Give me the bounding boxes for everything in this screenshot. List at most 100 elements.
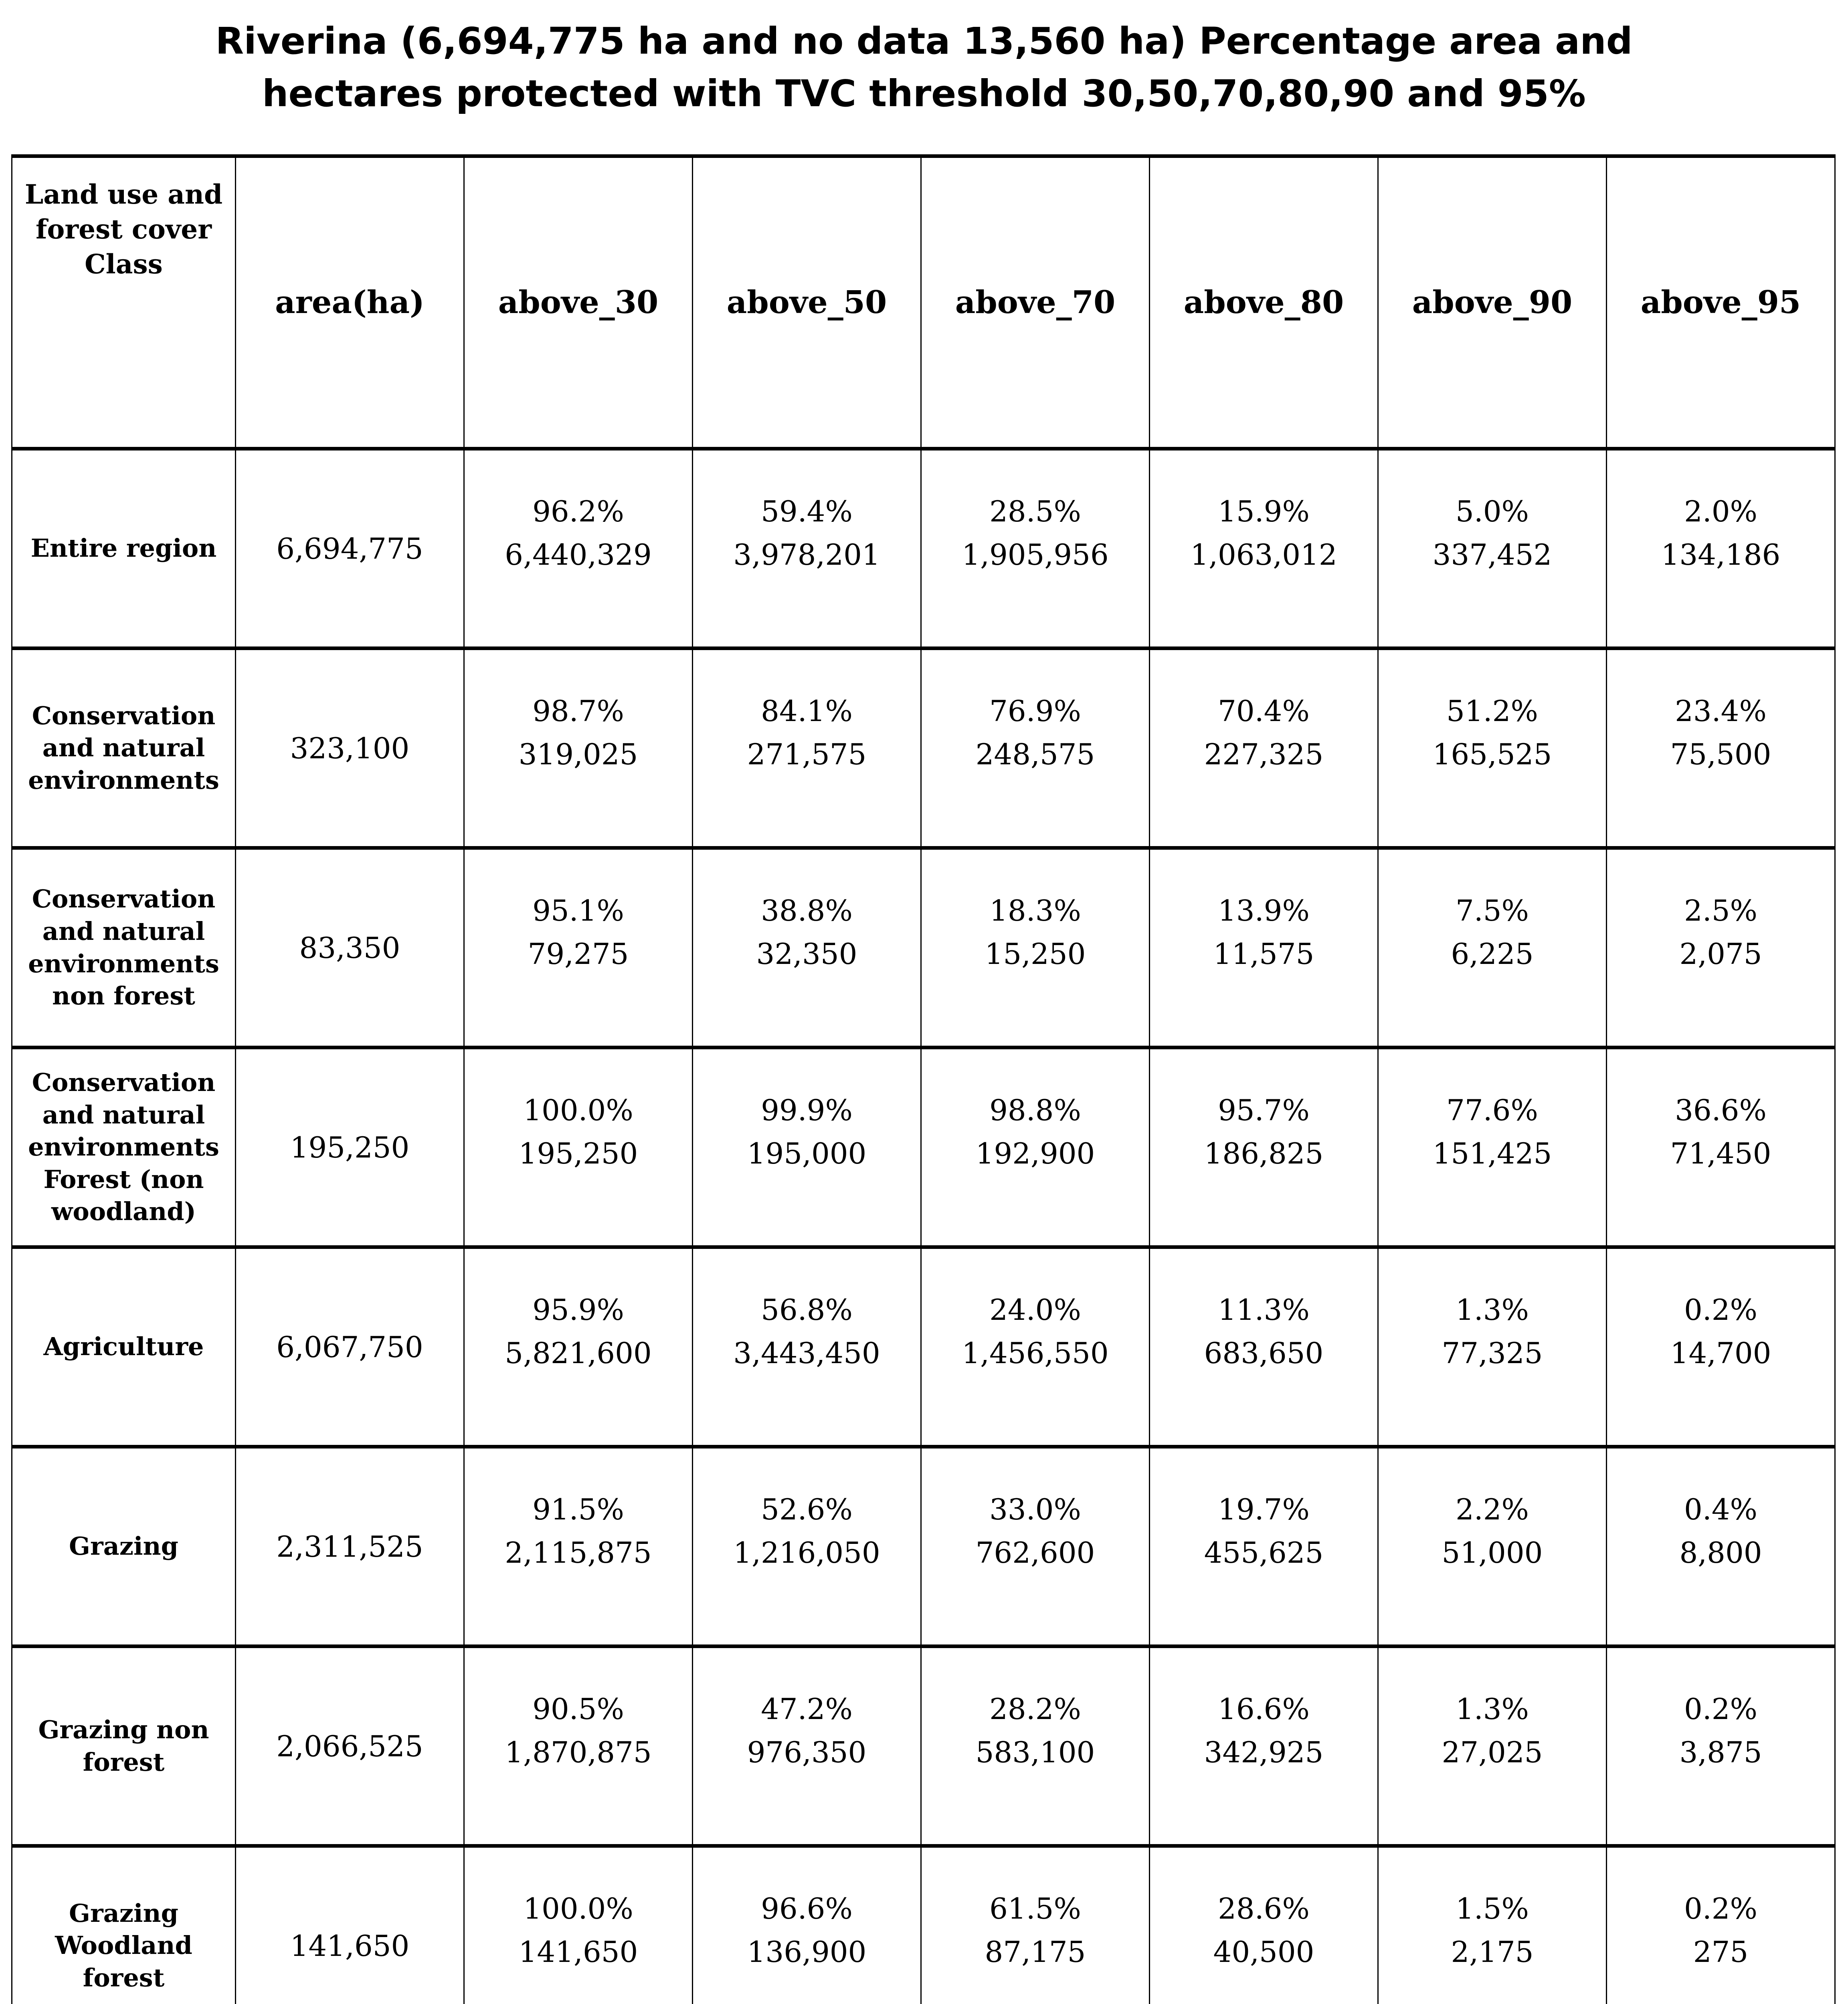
percent-value: 98.7% [532, 694, 624, 728]
percent-value: 36.6% [1675, 1093, 1767, 1127]
table-row: Entire region 6,694,775 96.2% 6,440,329 59.4… [11, 447, 1836, 650]
percent-value: 0.2% [1684, 1892, 1757, 1925]
hectares-value: 683,650 [1204, 1336, 1324, 1370]
row-threshold-cell: 98.7% 319,025 [463, 646, 693, 850]
table-body: Entire region 6,694,775 96.2% 6,440,329 59.4… [11, 447, 1836, 2004]
row-threshold-cell: 76.9% 248,575 [920, 646, 1150, 850]
hectares-value: 271,575 [747, 737, 867, 771]
hectares-value: 3,875 [1679, 1735, 1762, 1769]
table-row: Grazing Woodland forest 141,650 100.0% 141,… [11, 1844, 1836, 2004]
hectares-value: 11,575 [1213, 937, 1314, 971]
percent-value: 7.5% [1456, 894, 1529, 927]
hectares-value: 248,575 [975, 737, 1095, 771]
percent-value: 2.0% [1684, 495, 1757, 528]
row-threshold-cell: 1.5% 2,175 [1377, 1844, 1607, 2004]
hectares-value: 141,650 [518, 1935, 638, 1969]
hectares-value: 186,825 [1204, 1137, 1324, 1170]
hectares-value: 134,186 [1661, 538, 1781, 572]
percent-value: 18.3% [989, 894, 1081, 927]
hectares-value: 762,600 [975, 1536, 1095, 1570]
row-area-value: 2,066,525 [235, 1644, 465, 1848]
page-title-line2: hectares protected with TVC threshold 30… [262, 72, 1586, 115]
header-above-90: above_90 [1377, 154, 1607, 450]
percent-value: 95.9% [532, 1293, 624, 1327]
row-threshold-cell: 56.8% 3,443,450 [692, 1245, 922, 1448]
hectares-value: 1,870,875 [505, 1735, 652, 1769]
hectares-value: 319,025 [518, 737, 638, 771]
percent-value: 28.5% [989, 495, 1081, 528]
row-threshold-cell: 0.2% 275 [1606, 1844, 1836, 2004]
hectares-value: 79,275 [528, 937, 629, 971]
row-threshold-cell: 59.4% 3,978,201 [692, 447, 922, 650]
row-threshold-cell: 90.5% 1,870,875 [463, 1644, 693, 1848]
row-area-value: 323,100 [235, 646, 465, 850]
percent-value: 84.1% [761, 694, 853, 728]
percent-value: 33.0% [989, 1493, 1081, 1526]
row-threshold-cell: 24.0% 1,456,550 [920, 1245, 1150, 1448]
hectares-value: 1,905,956 [962, 538, 1109, 572]
table-row: Conservation and natural environments no… [11, 846, 1836, 1049]
row-label: Conservation and natural environments [11, 646, 236, 850]
percent-value: 15.9% [1218, 495, 1310, 528]
row-threshold-cell: 47.2% 976,350 [692, 1644, 922, 1848]
row-threshold-cell: 96.2% 6,440,329 [463, 447, 693, 650]
hectares-value: 337,452 [1432, 538, 1552, 572]
percent-value: 38.8% [761, 894, 853, 927]
row-threshold-cell: 95.7% 186,825 [1149, 1046, 1379, 1249]
hectares-value: 227,325 [1204, 737, 1324, 771]
percent-value: 76.9% [989, 694, 1081, 728]
percent-value: 90.5% [532, 1692, 624, 1726]
hectares-value: 15,250 [985, 937, 1086, 971]
row-threshold-cell: 28.6% 40,500 [1149, 1844, 1379, 2004]
percent-value: 28.6% [1218, 1892, 1310, 1925]
row-threshold-cell: 0.2% 3,875 [1606, 1644, 1836, 1848]
row-threshold-cell: 33.0% 762,600 [920, 1445, 1150, 1648]
percent-value: 13.9% [1218, 894, 1310, 927]
percent-value: 100.0% [523, 1892, 633, 1925]
header-row: Land use and forest cover Class area(ha)… [11, 154, 1836, 450]
row-area-value: 83,350 [235, 846, 465, 1049]
row-label: Grazing non forest [11, 1644, 236, 1848]
hectares-value: 3,443,450 [733, 1336, 880, 1370]
row-threshold-cell: 16.6% 342,925 [1149, 1644, 1379, 1848]
percent-value: 2.5% [1684, 894, 1757, 927]
hectares-value: 1,456,550 [962, 1336, 1109, 1370]
row-threshold-cell: 5.0% 337,452 [1377, 447, 1607, 650]
percent-value: 5.0% [1456, 495, 1529, 528]
row-threshold-cell: 95.9% 5,821,600 [463, 1245, 693, 1448]
table-row: Conservation and natural environments 323… [11, 646, 1836, 850]
percent-value: 98.8% [989, 1093, 1081, 1127]
hectares-value: 195,000 [747, 1137, 867, 1170]
percent-value: 1.3% [1456, 1692, 1529, 1726]
percent-value: 70.4% [1218, 694, 1310, 728]
row-threshold-cell: 0.4% 8,800 [1606, 1445, 1836, 1648]
percent-value: 1.5% [1456, 1892, 1529, 1925]
row-threshold-cell: 96.6% 136,900 [692, 1844, 922, 2004]
percent-value: 99.9% [761, 1093, 853, 1127]
hectares-value: 2,115,875 [505, 1536, 652, 1570]
page-title: Riverina (6,694,775 ha and no data 13,56… [0, 15, 1848, 120]
row-threshold-cell: 7.5% 6,225 [1377, 846, 1607, 1049]
percent-value: 95.7% [1218, 1093, 1310, 1127]
percent-value: 0.4% [1684, 1493, 1757, 1526]
hectares-value: 6,225 [1451, 937, 1534, 971]
percent-value: 91.5% [532, 1493, 624, 1526]
percent-value: 2.2% [1456, 1493, 1529, 1526]
hectares-value: 14,700 [1670, 1336, 1771, 1370]
hectares-value: 71,450 [1670, 1137, 1771, 1170]
row-threshold-cell: 100.0% 141,650 [463, 1844, 693, 2004]
row-threshold-cell: 2.2% 51,000 [1377, 1445, 1607, 1648]
percent-value: 16.6% [1218, 1692, 1310, 1726]
row-threshold-cell: 100.0% 195,250 [463, 1046, 693, 1249]
row-label: Grazing Woodland forest [11, 1844, 236, 2004]
row-threshold-cell: 98.8% 192,900 [920, 1046, 1150, 1249]
percent-value: 19.7% [1218, 1493, 1310, 1526]
row-threshold-cell: 38.8% 32,350 [692, 846, 922, 1049]
hectares-value: 75,500 [1670, 737, 1771, 771]
row-threshold-cell: 1.3% 77,325 [1377, 1245, 1607, 1448]
row-threshold-cell: 77.6% 151,425 [1377, 1046, 1607, 1249]
hectares-value: 32,350 [756, 937, 857, 971]
hectares-value: 583,100 [975, 1735, 1095, 1769]
row-area-value: 2,311,525 [235, 1445, 465, 1648]
hectares-value: 8,800 [1679, 1536, 1762, 1570]
